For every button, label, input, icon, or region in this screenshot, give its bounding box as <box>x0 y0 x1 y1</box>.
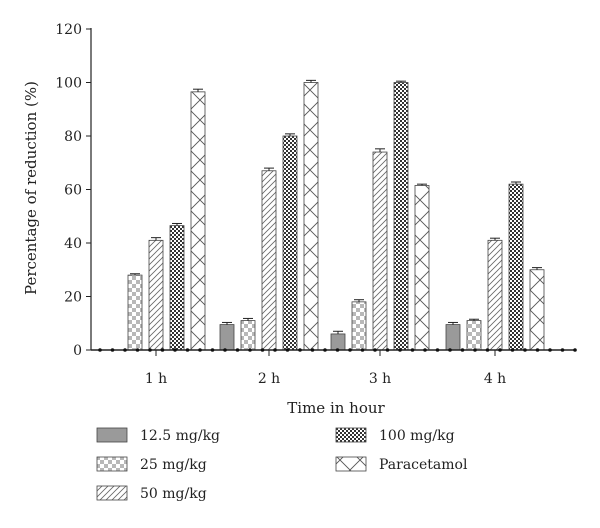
bar <box>148 239 164 351</box>
baseline-marker <box>435 348 440 352</box>
baseline-marker <box>185 348 190 352</box>
baseline-marker <box>273 348 277 352</box>
baseline-marker <box>248 348 252 352</box>
x-tick-label: 4 h <box>484 371 506 387</box>
bar <box>282 135 298 351</box>
legend-label: 12.5 mg/kg <box>140 428 220 444</box>
baseline-marker <box>548 348 552 352</box>
y-tick-label: 0 <box>73 343 82 359</box>
baseline-marker <box>423 348 427 352</box>
baseline-marker <box>260 348 265 352</box>
y-tick-label: 120 <box>55 22 82 38</box>
baseline-marker <box>135 348 140 352</box>
legend-swatch <box>335 427 367 443</box>
legend-label: Paracetamol <box>379 457 468 473</box>
baseline-marker <box>235 348 240 352</box>
baseline-marker <box>448 348 452 352</box>
legend-label: 25 mg/kg <box>140 457 207 473</box>
baseline-marker <box>535 348 540 352</box>
baseline-marker <box>510 348 515 352</box>
bar <box>240 320 256 351</box>
baseline-marker <box>98 348 102 352</box>
bar <box>529 269 545 351</box>
baseline-marker <box>498 348 502 352</box>
baseline-marker <box>398 348 402 352</box>
y-tick-label: 80 <box>64 129 82 145</box>
bar <box>303 82 319 351</box>
baseline-marker <box>460 348 465 352</box>
baseline-marker <box>210 348 215 352</box>
baseline-marker <box>160 348 165 352</box>
bar <box>330 333 346 351</box>
legend-swatch <box>335 456 367 472</box>
baseline-marker <box>123 348 127 352</box>
bar <box>445 324 461 351</box>
baseline-marker <box>360 348 365 352</box>
bar <box>261 170 277 351</box>
baseline-marker <box>523 348 527 352</box>
baseline-marker <box>110 348 115 352</box>
baseline-marker <box>335 348 340 352</box>
bar <box>414 185 430 351</box>
baseline-marker <box>485 348 490 352</box>
baseline-marker <box>348 348 352 352</box>
x-tick-label: 3 h <box>369 371 391 387</box>
plot-area: 0 20 40 60 80 100 120 1 h 2 h 3 h 4 h <box>55 22 577 387</box>
baseline-marker <box>560 348 565 352</box>
baseline-marker <box>573 348 577 352</box>
x-tick-label: 1 h <box>145 371 167 387</box>
y-tick-label: 20 <box>64 290 82 306</box>
baseline-marker <box>223 348 227 352</box>
legend-swatch <box>96 427 128 443</box>
baseline-marker <box>310 348 315 352</box>
x-tick-label: 2 h <box>258 371 280 387</box>
baseline-marker <box>373 348 377 352</box>
baseline-marker <box>473 348 477 352</box>
bar <box>219 324 235 351</box>
baseline-marker <box>148 348 152 352</box>
bar <box>393 82 409 351</box>
y-tick-label: 60 <box>64 183 82 199</box>
legend-swatch <box>96 485 128 501</box>
bar <box>372 151 388 351</box>
legend-label: 50 mg/kg <box>140 486 207 502</box>
baseline-marker <box>198 348 202 352</box>
baseline-marker <box>410 348 415 352</box>
legend: 12.5 mg/kg 25 mg/kg 50 mg/kg 100 mg/kg Parac… <box>96 427 468 502</box>
y-tick-label: 100 <box>55 76 82 92</box>
bar <box>508 183 524 351</box>
baseline-marker <box>173 348 177 352</box>
bar <box>351 301 367 351</box>
baseline-marker <box>323 348 327 352</box>
bar <box>466 320 482 351</box>
y-axis-title: Percentage of reduction (%) <box>22 81 40 295</box>
legend-swatch <box>96 456 128 472</box>
x-axis-title: Time in hour <box>287 399 385 417</box>
legend-label: 100 mg/kg <box>379 428 455 444</box>
bar <box>169 225 185 351</box>
baseline-marker <box>285 348 290 352</box>
baseline-marker <box>298 348 302 352</box>
bar <box>127 274 143 351</box>
bar <box>487 239 503 351</box>
y-tick-label: 40 <box>64 236 82 252</box>
bar <box>190 91 206 351</box>
baseline-marker <box>385 348 390 352</box>
